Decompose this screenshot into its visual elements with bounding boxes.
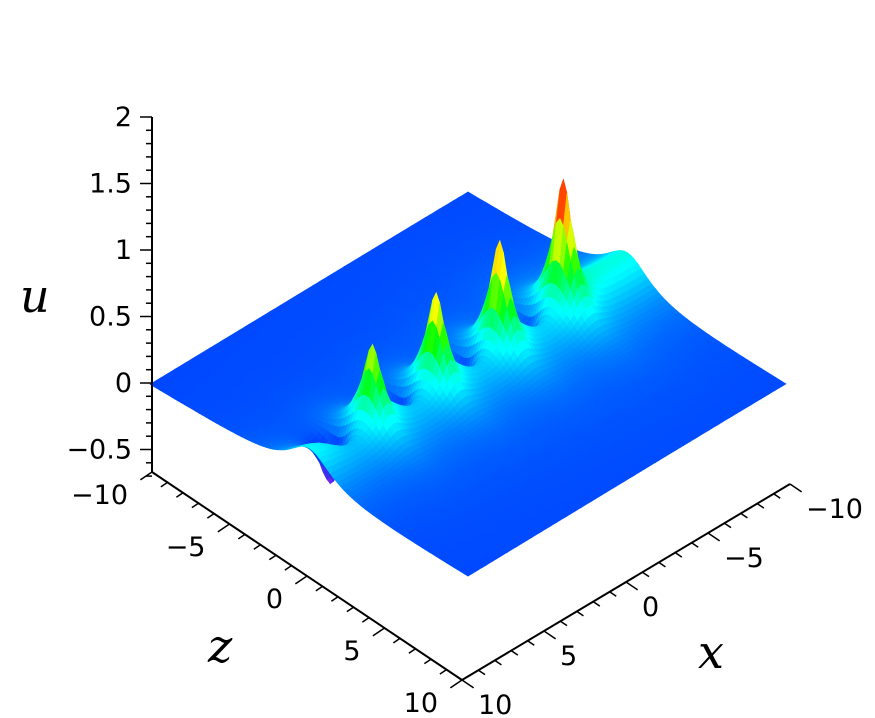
surface-layer: [149, 179, 787, 577]
